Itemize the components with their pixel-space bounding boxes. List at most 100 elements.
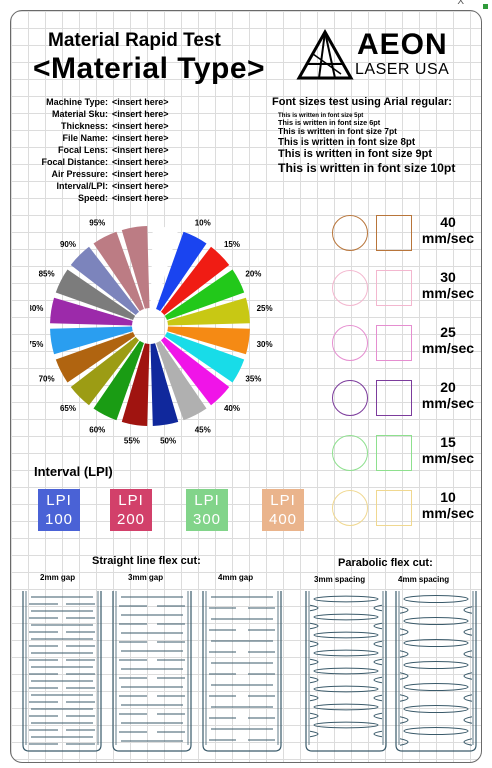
info-value[interactable]: <insert here> (112, 193, 169, 203)
speed-test-row: 10 mm/sec (330, 487, 480, 529)
wheel-label: 55% (124, 437, 140, 446)
lpi-box: LPI 300 (186, 489, 228, 531)
wheel-segment (160, 246, 230, 316)
resize-handle[interactable] (483, 4, 488, 9)
info-label: File Name: (62, 133, 108, 143)
info-value[interactable]: <insert here> (112, 121, 169, 131)
material-type-heading: <Material Type> (33, 52, 266, 85)
wheel-segment (164, 269, 245, 320)
font-sample-line: This is written in font size 8pt (278, 137, 416, 149)
parabolic-cut (313, 613, 379, 621)
info-label: Machine Type: (46, 97, 108, 107)
font-test-title: Font sizes test using Arial regular: (272, 96, 452, 108)
parabolic-cut (309, 694, 319, 702)
parabolic-cut (373, 676, 383, 684)
lpi-box: LPI 100 (38, 489, 80, 531)
wheel-label: 25% (257, 304, 273, 313)
flex-cut-samples (20, 585, 480, 755)
info-value[interactable]: <insert here> (112, 133, 169, 143)
parabolic-cut (313, 649, 379, 657)
lpi-value: 400 (268, 511, 298, 528)
speed-unit: mm/sec (421, 230, 475, 246)
info-row: Focal Distance: <insert here> (22, 156, 262, 168)
lpi-box: LPI 400 (262, 489, 304, 531)
info-value[interactable]: <insert here> (112, 145, 169, 155)
square-sample (376, 490, 412, 526)
wheel-segment (50, 326, 133, 355)
parabolic-cut (463, 650, 473, 658)
flex-frame (202, 591, 282, 752)
info-row: Air Pressure: <insert here> (22, 168, 262, 180)
speed-value: 20 (440, 379, 456, 395)
speed-test-row: 25 mm/sec (330, 322, 480, 364)
parabolic-cut (399, 606, 409, 614)
flex-frame (22, 591, 102, 752)
wheel-label: 15% (224, 240, 240, 249)
parabolic-cut (463, 606, 473, 614)
wheel-label: 90% (60, 240, 76, 249)
info-value[interactable]: <insert here> (112, 109, 169, 119)
parabolic-cut (373, 712, 383, 720)
parabolic-cut (373, 730, 383, 738)
parabolic-cut (313, 631, 379, 639)
logo-subtext: LASER USA (355, 61, 450, 78)
wheel-segment (160, 336, 230, 406)
info-value[interactable]: <insert here> (112, 157, 169, 167)
speed-label: 25 mm/sec (418, 324, 478, 356)
parabolic-cut (399, 672, 409, 680)
parabolic-cut (463, 716, 473, 724)
info-row: Thickness: <insert here> (22, 120, 262, 132)
wheel-label: 70% (39, 375, 55, 384)
parabolic-cut (313, 595, 379, 603)
speed-test-row: 15 mm/sec (330, 432, 480, 474)
gap-label: 4mm gap (218, 573, 254, 582)
aeon-triangle-icon (296, 28, 354, 80)
wheel-label: 35% (245, 375, 261, 384)
parabolic-cut (313, 685, 379, 693)
info-row: Material Sku: <insert here> (22, 108, 262, 120)
wheel-label: 30% (257, 340, 273, 349)
info-row: Focal Lens: <insert here> (22, 144, 262, 156)
parabolic-cut (403, 682, 469, 692)
square-sample (376, 215, 412, 251)
info-value[interactable]: <insert here> (112, 181, 169, 191)
speed-label: 10 mm/sec (418, 489, 478, 521)
close-icon[interactable]: X (457, 0, 464, 7)
parabolic-cut (403, 726, 469, 736)
wheel-label: 75% (30, 340, 43, 349)
speed-unit: mm/sec (421, 340, 475, 356)
wheel-label: 5% (162, 215, 174, 216)
wheel-label: 45% (195, 425, 211, 434)
wheel-segment (156, 231, 207, 312)
flex-frame (395, 591, 477, 752)
speed-value: 25 (440, 324, 456, 340)
flex-frame (112, 591, 192, 752)
wheel-segment (150, 343, 179, 426)
wheel-segment (167, 326, 250, 355)
interval-title: Interval (LPI) (34, 464, 113, 479)
lpi-label: LPI (194, 492, 220, 509)
square-sample (376, 325, 412, 361)
speed-unit: mm/sec (421, 395, 475, 411)
info-row: Speed: <insert here> (22, 192, 262, 204)
gap-label: 2mm gap (40, 573, 76, 582)
speed-label: 20 mm/sec (418, 379, 478, 411)
lpi-label: LPI (46, 492, 72, 509)
parabolic-cut (309, 658, 319, 666)
flex-frame (305, 591, 387, 752)
speed-value: 10 (440, 489, 456, 505)
lpi-value: 200 (116, 511, 146, 528)
parabolic-cut (403, 704, 469, 714)
info-value[interactable]: <insert here> (112, 169, 169, 179)
info-value[interactable]: <insert here> (112, 97, 169, 107)
circle-sample (332, 490, 368, 526)
font-size-test: Font sizes test using Arial regular: Thi… (272, 96, 482, 175)
info-label: Thickness: (60, 121, 108, 131)
font-sample-line: This is written in font size 5pt (278, 112, 364, 119)
font-sample-line: This is written in font size 10pt (278, 161, 456, 176)
parabolic-cut (373, 640, 383, 648)
test-board (10, 10, 482, 763)
info-label: Focal Lens: (57, 145, 108, 155)
speed-label: 15 mm/sec (418, 434, 478, 466)
font-sample-line: This is written in font size 7pt (278, 126, 398, 137)
